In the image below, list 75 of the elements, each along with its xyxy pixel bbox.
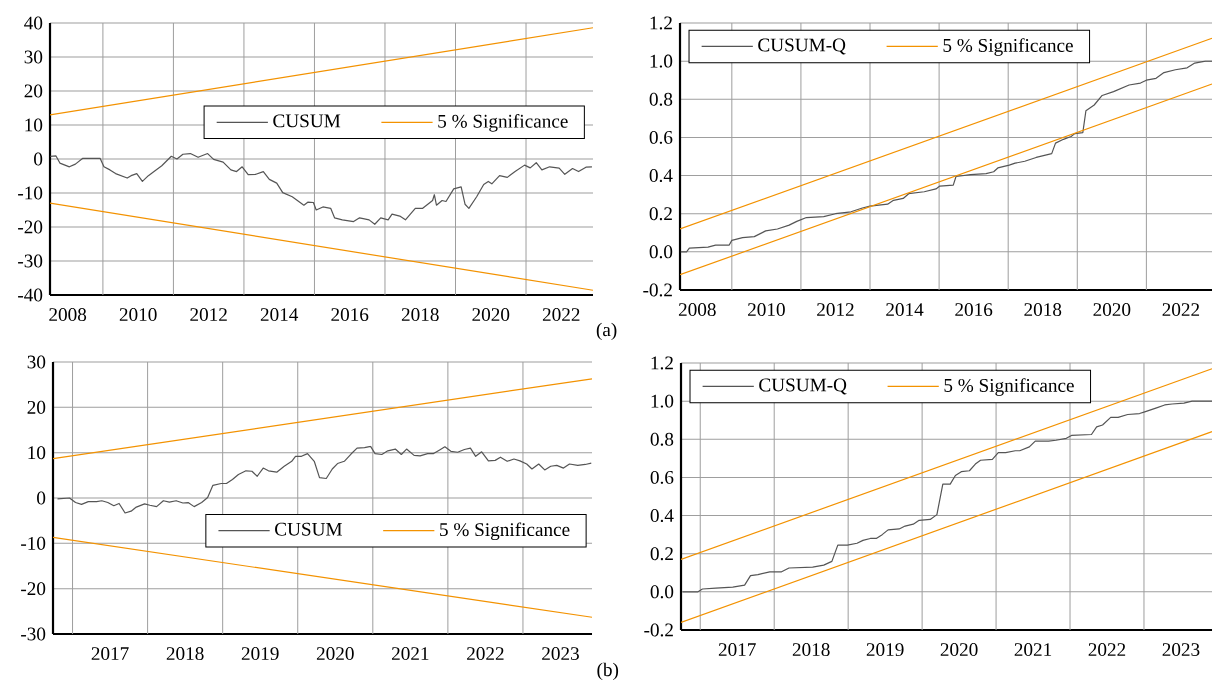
legend-label: 5 % Significance: [438, 114, 568, 132]
x-tick-label: 2020: [1093, 303, 1131, 317]
y-tick-label: 0.0: [649, 245, 673, 259]
x-tick-label: 2014: [886, 303, 924, 317]
y-tick-label: 0.8: [649, 92, 673, 106]
line-series: [681, 400, 1213, 593]
legend-label: CUSUM: [273, 114, 341, 128]
x-tick-label: 2018: [401, 308, 439, 322]
y-tick-label: 40: [24, 16, 43, 30]
legend-label: CUSUM: [275, 522, 342, 536]
x-tick-label: 2012: [817, 303, 854, 317]
y-tick-label: 0.4: [650, 509, 674, 523]
y-tick-label: 30: [24, 50, 43, 64]
y-tick-label: -10: [18, 186, 43, 200]
x-tick-label: 2020: [940, 643, 978, 657]
x-tick-label: 2008: [49, 308, 87, 322]
y-tick-label: 0: [34, 152, 43, 166]
x-tick-label: 2018: [1024, 303, 1062, 317]
x-tick-label: 2018: [792, 643, 830, 657]
x-tick-label: 2008: [678, 303, 716, 317]
y-tick-label: -40: [18, 288, 43, 302]
y-tick-label: -0.2: [643, 283, 672, 297]
y-tick-label: 0.2: [649, 207, 672, 221]
y-tick-label: 1.2: [650, 16, 672, 30]
y-tick-label: -10: [21, 536, 46, 550]
text: (a): [596, 322, 617, 341]
y-tick-label: 1.2: [651, 356, 673, 370]
y-tick-label: 0.4: [649, 169, 673, 183]
y-tick-label: -30: [18, 254, 43, 268]
y-tick-label: 0: [37, 491, 46, 505]
y-tick-label: -0.2: [644, 623, 673, 637]
y-tick-label: -30: [21, 627, 46, 641]
x-tick-label: 2021: [391, 647, 429, 661]
x-tick-label: 2010: [748, 303, 785, 317]
x-tick-label: 2022: [1162, 303, 1200, 317]
x-tick-label: 2022: [542, 308, 580, 322]
y-tick-label: 10: [25, 118, 43, 132]
x-tick-label: 2017: [718, 643, 756, 657]
y-tick-label: 30: [27, 355, 46, 369]
x-tick-label: 2010: [119, 308, 157, 322]
legend-label: CUSUM-Q: [758, 38, 846, 55]
x-tick-label: 2012: [190, 308, 227, 322]
x-tick-label: 2022: [467, 647, 504, 661]
text: (b): [597, 662, 619, 681]
legend-label: 5 % Significance: [943, 38, 1073, 56]
y-tick-label: 0.6: [650, 470, 674, 484]
legend-label: CUSUM-Q: [759, 378, 847, 395]
x-tick-label: 2020: [472, 308, 510, 322]
y-tick-label: 0.6: [649, 130, 673, 144]
x-tick-label: 2018: [166, 647, 204, 661]
y-tick-label: -20: [18, 220, 43, 234]
x-tick-label: 2020: [316, 647, 354, 661]
line-series: [56, 445, 592, 514]
line-series: [680, 60, 1213, 253]
x-tick-label: 2016: [331, 308, 369, 322]
y-tick-label: 20: [24, 84, 43, 98]
x-tick-label: 2014: [260, 308, 299, 322]
x-tick-label: 2019: [866, 643, 904, 657]
y-tick-label: 20: [27, 400, 46, 414]
legend-label: 5 % Significance: [944, 378, 1074, 396]
y-tick-label: 1.0: [651, 394, 674, 408]
y-tick-label: 0.8: [650, 432, 674, 446]
y-tick-label: 10: [28, 446, 46, 460]
x-tick-label: 2016: [955, 303, 993, 317]
y-tick-label: 0.0: [650, 585, 674, 599]
y-tick-label: -20: [21, 582, 46, 596]
x-tick-label: 2022: [1088, 643, 1126, 657]
x-tick-label: 2023: [1162, 643, 1200, 657]
x-tick-label: 2021: [1014, 643, 1052, 657]
legend-label: 5 % Significance: [440, 522, 570, 541]
x-tick-label: 2023: [542, 647, 579, 661]
x-tick-label: 2017: [91, 647, 129, 661]
y-tick-label: 1.0: [650, 54, 673, 68]
x-tick-label: 2019: [241, 647, 279, 661]
y-tick-label: 0.2: [650, 547, 673, 561]
